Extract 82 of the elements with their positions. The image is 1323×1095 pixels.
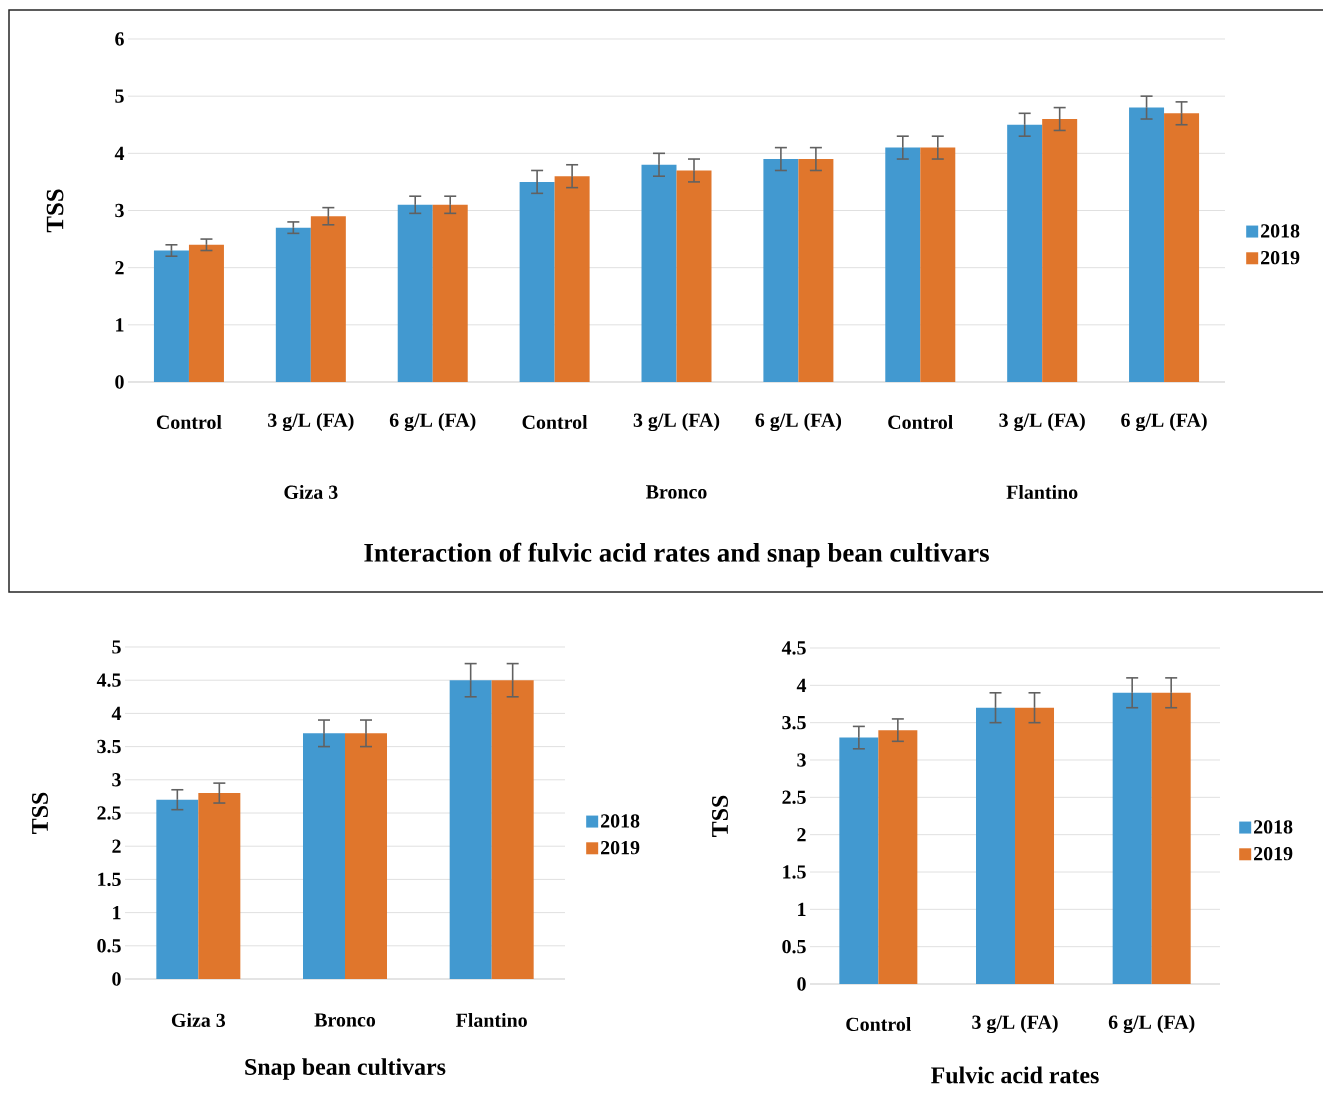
x-tick-label: 6 g/L (FA) [389, 412, 476, 432]
bar [153, 250, 189, 382]
bar [188, 244, 224, 382]
x-tick-label: Bronco [314, 1013, 376, 1027]
bar [275, 227, 311, 382]
x-tick-label: Control [888, 414, 953, 429]
bar [310, 216, 346, 382]
y-axis-title: TSS [46, 189, 64, 233]
x-axis-title: Fulvic acid rates [931, 1066, 1099, 1084]
y-axis-title: TSS [31, 792, 49, 834]
y-tick-label: 4.5 [781, 641, 806, 655]
y-tick-label: 0 [112, 972, 121, 986]
y-tick-label: 0.5 [97, 939, 121, 953]
y-tick-label: 0.5 [782, 939, 806, 954]
y-tick-label: 2 [115, 261, 124, 275]
x-tick-label: Control [156, 414, 222, 429]
bar [554, 176, 590, 382]
bar [798, 159, 834, 382]
bar [198, 793, 241, 979]
x-tick-label: 3 g/L (FA) [268, 412, 354, 432]
legend-label: 2018 [1261, 224, 1300, 238]
y-tick-label: 1 [113, 906, 121, 920]
bar [1164, 113, 1200, 382]
legend-label: 2019 [1254, 846, 1293, 861]
x-tick-label: 3 g/L (FA) [999, 412, 1085, 432]
text: Flantino [1006, 484, 1078, 499]
bar [345, 733, 387, 979]
bar [920, 147, 956, 382]
bar [491, 680, 534, 979]
bar [449, 680, 492, 979]
bar [641, 164, 677, 382]
x-axis-title: Interaction of fulvic acid rates and snap bean cultivars [364, 542, 989, 568]
y-tick-label: 1.5 [783, 865, 806, 879]
x-axis-title: Snap bean cultivars [245, 1058, 446, 1080]
y-tick-label: 4 [114, 146, 125, 160]
y-tick-label: 5 [115, 89, 124, 103]
legend-label: 2019 [601, 840, 640, 855]
legend-label: 2018 [1254, 820, 1293, 834]
x-tick-label: 3 g/L (FA) [633, 412, 720, 432]
y-tick-label: 2 [112, 839, 121, 853]
bar [397, 204, 433, 382]
y-tick-label: 1.5 [98, 872, 121, 887]
bar [1042, 119, 1078, 382]
y-tick-label: 3.5 [97, 739, 121, 754]
x-tick-label: 3 g/L (FA) [972, 1014, 1058, 1034]
x-tick-label: Giza 3 [171, 1012, 226, 1027]
y-tick-label: 3 [797, 753, 806, 767]
bar [1129, 107, 1165, 382]
legend-label: 2018 [601, 814, 640, 828]
y-tick-label: 1 [798, 902, 806, 916]
y-tick-label: 4.5 [96, 673, 121, 687]
text: Bronco [646, 485, 707, 499]
y-tick-label: 2.5 [97, 806, 121, 820]
x-tick-label: Flantino [456, 1012, 527, 1027]
y-tick-label: 2 [797, 828, 806, 842]
y-tick-label: 4 [111, 706, 122, 720]
x-tick-label: Control [846, 1016, 912, 1031]
text: Giza 3 [284, 484, 338, 499]
x-tick-label: 6 g/L (FA) [1121, 412, 1207, 432]
y-tick-label: 4 [796, 678, 807, 692]
y-tick-label: 0 [115, 375, 124, 389]
bar [303, 733, 345, 979]
y-tick-label: 6 [115, 32, 124, 46]
y-axis-title: TSS [711, 795, 729, 837]
y-tick-label: 0 [797, 977, 806, 991]
legend-label: 2019 [1261, 250, 1300, 265]
y-tick-label: 3 [112, 773, 121, 787]
x-tick-label: 6 g/L (FA) [755, 412, 842, 432]
bar [519, 181, 555, 382]
bar [763, 159, 799, 382]
y-tick-label: 2.5 [782, 790, 806, 805]
bar [432, 204, 468, 382]
y-tick-label: 3.5 [782, 715, 806, 730]
bar [885, 147, 921, 382]
bar [156, 799, 199, 979]
x-tick-label: Control [522, 414, 588, 429]
y-tick-label: 5 [112, 640, 121, 654]
y-tick-label: 3 [115, 203, 124, 218]
bar [676, 170, 712, 382]
bar [1007, 124, 1043, 382]
x-tick-label: 6 g/L (FA) [1108, 1014, 1195, 1034]
y-tick-label: 1 [116, 318, 124, 332]
